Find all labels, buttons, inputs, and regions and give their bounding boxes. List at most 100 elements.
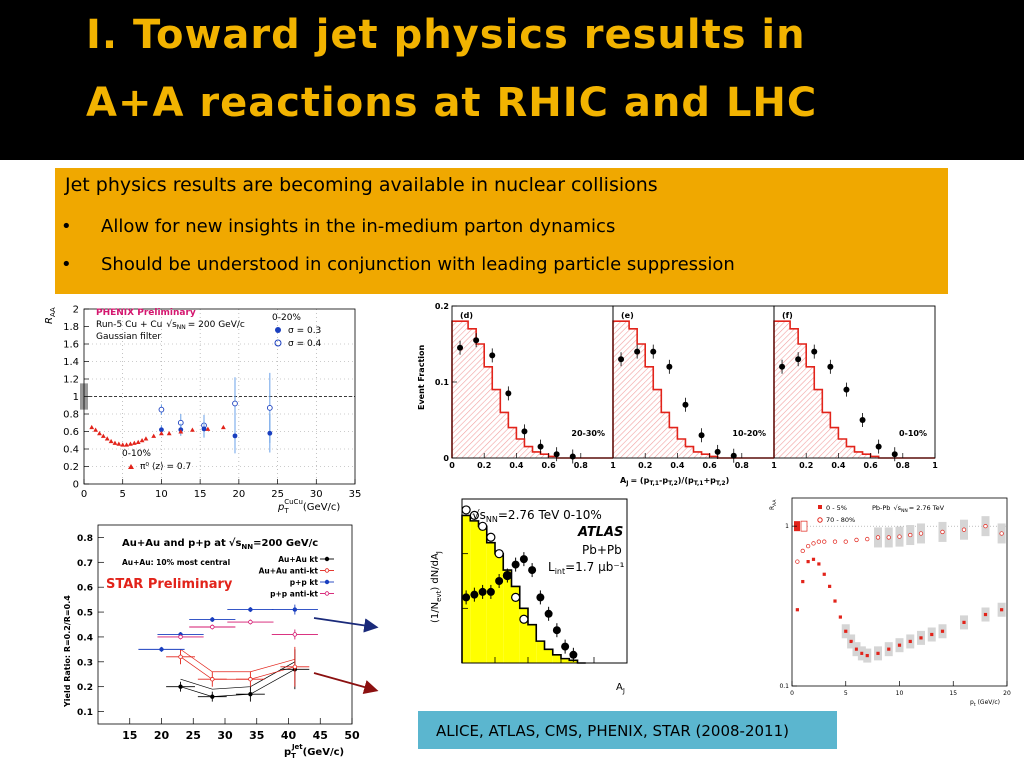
data-point: [135, 439, 141, 444]
axis-label-run: Jet: [291, 743, 303, 751]
x-tick-label: 15: [949, 690, 957, 697]
legend-label: p+p anti-kt: [270, 590, 318, 599]
data-point: [833, 599, 837, 603]
legend-label: π⁰ ⟨z⟩ = 0.7: [140, 462, 191, 472]
data-point: [682, 401, 689, 408]
reference-bar: [790, 328, 799, 458]
data-point: [478, 587, 487, 596]
chart-text-run: = 200 GeV/c: [188, 320, 245, 330]
reference-bar: [814, 389, 823, 458]
data-point: [897, 534, 902, 539]
x-tick-label: 0.2: [799, 461, 813, 470]
slide-title-line-2: A+A reactions at RHIC and LHC: [86, 80, 818, 126]
data-point: [462, 593, 471, 602]
axis-label-run: T: [283, 507, 289, 515]
y-tick-label: 0: [443, 454, 449, 463]
data-point: [461, 505, 471, 515]
reference-bar: [701, 454, 710, 458]
arrow-to-auau: [313, 672, 379, 695]
data-point: [822, 572, 826, 576]
y-tick-label: 0: [73, 480, 79, 491]
x-tick-label: 25: [186, 729, 201, 742]
phenix-raa-chart: 00.20.40.60.811.21.41.61.820 5 10 15 20 25 30 3…: [38, 298, 373, 520]
x-tick-label: 0.4: [509, 461, 524, 470]
reference-bar: [621, 321, 630, 458]
reference-bar: [540, 454, 549, 458]
bullet-marker: •: [61, 254, 72, 275]
axis-label-run: -p: [659, 476, 668, 485]
x-tick-label: 1: [932, 461, 938, 470]
series-band: [180, 668, 296, 697]
legend-marker: [128, 464, 134, 469]
data-point: [511, 592, 521, 603]
data-point: [478, 521, 488, 531]
y-axis-label: RAA: [769, 499, 778, 510]
data-point: [248, 607, 253, 612]
data-point: [553, 451, 560, 458]
y-axis-label: (1/Nevt) dN/dAJ: [430, 551, 443, 623]
data-point: [940, 629, 945, 633]
axis-label-run: ): [726, 476, 730, 485]
annotation-arrows: [313, 617, 379, 695]
y-tick-label: 0.2: [63, 462, 79, 473]
data-point: [178, 654, 183, 660]
axis-label-run: (GeV/c): [978, 699, 1000, 706]
chart-text-run: √s: [166, 319, 177, 330]
chart-title: Au+Au and p+p at √sNN=200 GeV/c: [122, 537, 318, 551]
data-point: [552, 626, 561, 635]
axis-label-run: (GeV/c): [303, 747, 344, 758]
reference-bar: [685, 446, 694, 458]
data-point: [822, 539, 827, 544]
data-point: [537, 443, 544, 450]
data-point: [618, 356, 625, 363]
panel-tag: (d): [460, 311, 473, 320]
legend-label: Au+Au kt: [278, 555, 318, 564]
x-tick-label: 45: [313, 729, 328, 742]
data-point: [811, 557, 816, 561]
reference-bar: [528, 624, 537, 663]
data-point: [292, 664, 298, 669]
data-point: [248, 619, 253, 625]
panel-tag: (e): [621, 311, 634, 320]
chart-text: Run-5 Cu + Cu √sNN = 200 GeV/c: [96, 319, 245, 331]
data-point: [816, 539, 822, 544]
reference-bar: [511, 586, 520, 663]
data-point: [210, 694, 215, 699]
y-tick-label: 2: [73, 305, 79, 316]
x-tick-label: 35: [349, 489, 362, 500]
x-tick-label: 10: [896, 690, 904, 697]
chart-text-run: =2.76 TeV 0-10%: [498, 508, 602, 522]
chart-text-run: √s: [893, 504, 901, 512]
axis-label-run: p: [970, 699, 974, 706]
chart-text-run: Pb-Pb: [872, 504, 890, 512]
x-tick-label: 0.8: [896, 461, 911, 470]
axis-label-run: R: [44, 317, 55, 324]
data-point: [805, 543, 811, 549]
data-point: [650, 348, 657, 355]
reference-bar: [645, 366, 654, 458]
axis-label-run: T,2: [716, 480, 726, 487]
y-tick-label: 0.2: [435, 302, 449, 311]
chart-title-run: √s: [229, 537, 242, 549]
x-tick-label: 0.2: [477, 461, 491, 470]
data-point: [521, 428, 528, 435]
bullet-text: Allow for new insights in the in-medium …: [101, 216, 616, 237]
x-tick-label: 0.8: [735, 461, 750, 470]
chart-text: 0-10%: [122, 449, 151, 459]
series-band: [180, 649, 295, 673]
panel-frame: [773, 305, 936, 459]
x-tick-label: 5: [844, 690, 848, 697]
legend-label: σ = 0.3: [288, 326, 321, 336]
data-point: [210, 677, 215, 682]
data-point: [875, 535, 881, 540]
citation-box: [418, 711, 837, 749]
y-axis-label: RAA: [44, 307, 57, 324]
data-point: [891, 451, 898, 458]
y-tick-label: 0.4: [63, 445, 79, 456]
x-tick-label: 15: [194, 489, 207, 500]
axis-label-run: CuCu: [284, 498, 303, 506]
data-point: [940, 529, 945, 535]
data-point: [843, 386, 850, 393]
data-point: [961, 527, 967, 532]
axis-label-run: T,1: [694, 480, 704, 487]
